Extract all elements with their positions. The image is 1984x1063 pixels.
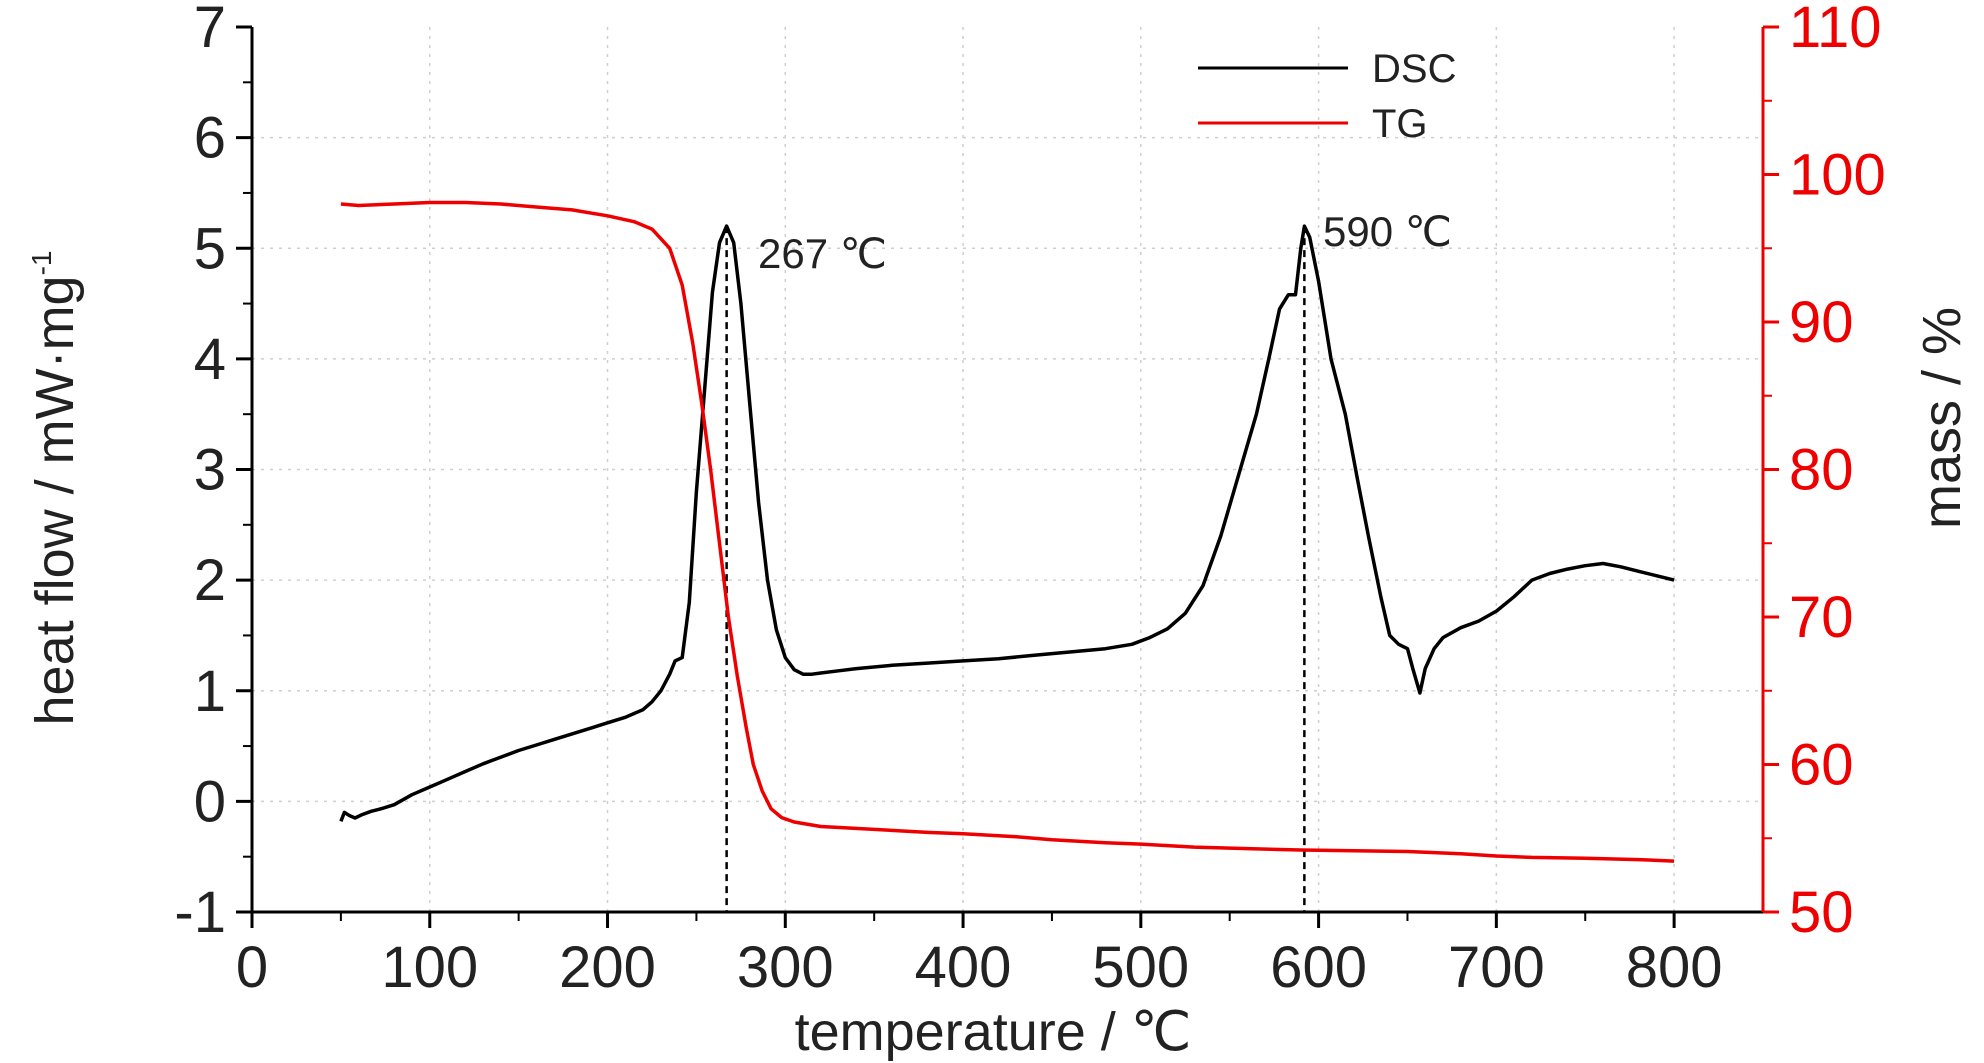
legend-label-tg: TG	[1372, 102, 1428, 146]
right-y-tick-label-5: 100	[1789, 143, 1886, 208]
right-y-tick-label-4: 90	[1789, 290, 1854, 355]
x-ticks: 0 100 200 300 400 500 600 700 800	[236, 912, 1723, 1000]
right-y-tick-label-0: 50	[1789, 880, 1854, 945]
x-tick-label-5: 500	[1092, 935, 1189, 1000]
right-y-tick-label-3: 80	[1789, 438, 1854, 503]
legend-label-dsc: DSC	[1372, 47, 1456, 91]
peak-label-267: 267 ℃	[758, 230, 887, 277]
left-y-tick-label-3: 2	[194, 548, 226, 613]
x-tick-label-0: 0	[236, 935, 268, 1000]
series-line-dsc	[339, 224, 1675, 822]
left-y-tick-label-7: 6	[194, 106, 226, 171]
grid	[252, 27, 1763, 912]
right-y-axis-title: mass / %	[1912, 307, 1972, 529]
left-y-tick-label-0: -1	[174, 880, 226, 945]
right-y-tick-label-6: 110	[1789, 0, 1881, 60]
peak-label-590: 590 ℃	[1323, 208, 1452, 255]
x-axis-title: temperature / ℃	[795, 1002, 1192, 1062]
x-tick-label-6: 600	[1270, 935, 1367, 1000]
legend: DSC TG	[1198, 47, 1456, 146]
right-y-tick-label-1: 60	[1789, 733, 1854, 798]
x-tick-label-4: 400	[915, 935, 1012, 1000]
left-y-tick-label-6: 5	[194, 216, 226, 281]
x-tick-label-7: 700	[1448, 935, 1545, 1000]
right-y-tick-label-2: 70	[1789, 585, 1854, 650]
right-y-ticks: 50 60 70 80 90 100 110	[1763, 0, 1886, 945]
left-y-tick-label-5: 4	[194, 327, 226, 392]
left-y-tick-label-2: 1	[194, 659, 226, 724]
series-line-tg	[340, 200, 1675, 863]
peak-droplines	[725, 226, 1306, 912]
x-tick-label-3: 300	[737, 935, 834, 1000]
x-tick-label-2: 200	[559, 935, 656, 1000]
series	[339, 200, 1675, 863]
left-y-axis-title-sup: -1	[26, 251, 57, 276]
left-y-ticks: -1 0 1 2 3 4 5 6 7	[174, 0, 252, 945]
x-tick-label-1: 100	[381, 935, 478, 1000]
x-tick-label-8: 800	[1626, 935, 1723, 1000]
left-y-tick-label-8: 7	[194, 0, 226, 60]
left-y-tick-label-1: 0	[194, 769, 226, 834]
left-y-tick-label-4: 3	[194, 438, 226, 503]
left-y-axis-title: heat flow / mW·mg-1	[25, 251, 85, 726]
